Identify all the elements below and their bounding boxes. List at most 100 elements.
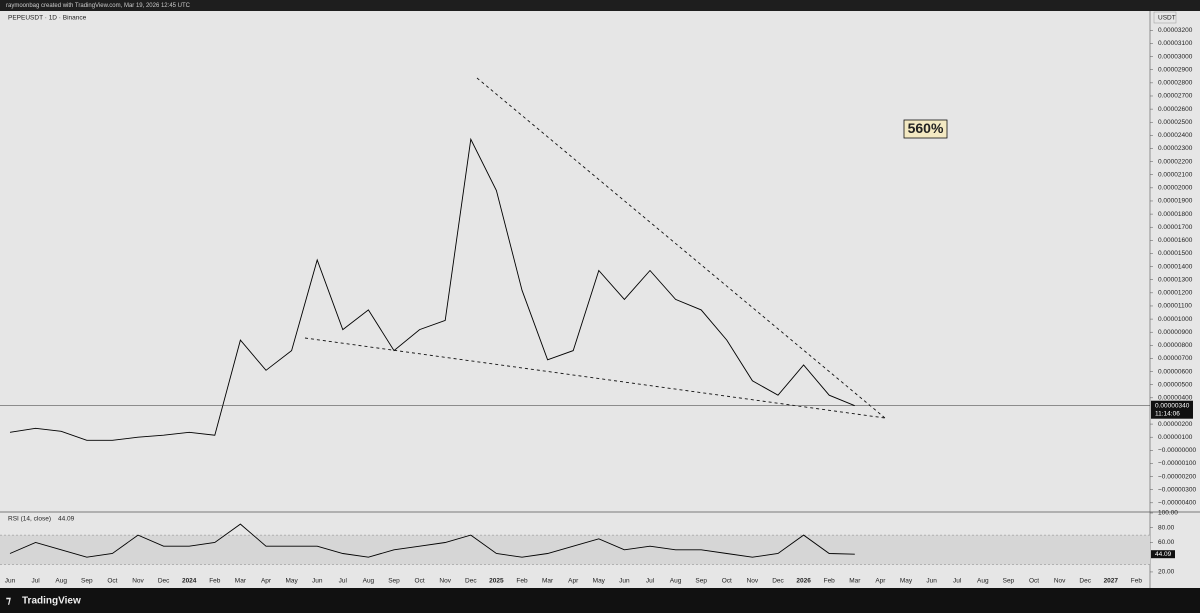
x-tick-label: May [285, 578, 298, 585]
x-tick-label: Nov [439, 578, 451, 585]
x-tick-label: Sep [388, 578, 400, 585]
y-tick-label: 0.00001100 [1158, 303, 1192, 310]
x-tick-label: Feb [516, 578, 528, 585]
y-tick-label: −0.00000300 [1158, 486, 1197, 493]
x-tick-label: 2026 [796, 578, 811, 585]
x-tick-label: Nov [132, 578, 144, 585]
x-tick-label: Jul [953, 578, 962, 585]
y-tick-label: 0.00002500 [1158, 119, 1193, 126]
x-tick-label: Apr [261, 578, 272, 585]
x-tick-label: Aug [977, 578, 989, 585]
y-tick-label: 0.00001000 [1158, 316, 1193, 323]
countdown: 11:14:06 [1155, 410, 1180, 417]
currency-box [1153, 11, 1177, 24]
y-tick-label: 0.00001800 [1158, 211, 1193, 218]
x-tick-label: Jul [31, 578, 40, 585]
rsi-value-badge [1151, 550, 1175, 559]
x-tick-label: May [900, 578, 913, 585]
x-tick-label: Dec [465, 578, 477, 585]
x-tick-label: Jul [646, 578, 655, 585]
x-tick-label: Oct [1029, 578, 1039, 585]
x-tick-label: Jul [339, 578, 348, 585]
x-tick-label: Dec [1079, 578, 1091, 585]
y-tick-label: 0.00002000 [1158, 185, 1193, 192]
x-tick-label: Jun [926, 578, 937, 585]
y-tick-label: 80.00 [1158, 524, 1175, 531]
x-tick-label: Jun [5, 578, 16, 585]
x-tick-label: May [593, 578, 606, 585]
y-tick-label: 0.00001400 [1158, 263, 1193, 270]
y-tick-label: 20.00 [1158, 569, 1175, 576]
attribution: raymoonbag created with TradingView.com,… [6, 3, 191, 9]
series-line [9, 523, 855, 558]
last-price-badge [1151, 400, 1193, 419]
x-tick-label: Mar [849, 578, 861, 585]
x-tick-label: Mar [542, 578, 554, 585]
x-tick-label: Feb [1131, 578, 1143, 585]
footer [0, 588, 1200, 613]
y-tick-label: 0.00001500 [1158, 250, 1193, 257]
y-tick-label: 100.00 [1158, 510, 1178, 517]
currency: USDT [1158, 15, 1176, 22]
y-tick-label: 0.00002600 [1158, 106, 1193, 113]
y-tick-label: 0.00000400 [1158, 395, 1193, 402]
y-tick-label: 0.00002700 [1158, 93, 1193, 100]
y-tick-label: 0.00000600 [1158, 368, 1193, 375]
y-tick-label: 0.00000700 [1158, 355, 1193, 362]
x-tick-label: Sep [695, 578, 707, 585]
brand: TradingView [22, 596, 81, 607]
series-line [9, 137, 855, 441]
x-tick-label: Feb [824, 578, 836, 585]
y-tick-label: 0.00003000 [1158, 53, 1193, 60]
x-tick-label: 2027 [1104, 578, 1119, 585]
annotation: 560% [908, 120, 944, 136]
y-tick-label: 0.00000100 [1158, 434, 1193, 441]
y-tick-label: 0.00003200 [1158, 27, 1193, 34]
x-tick-label: Sep [1003, 578, 1015, 585]
y-tick-label: 0.00001900 [1158, 198, 1193, 205]
y-tick-label: −0.00000200 [1158, 473, 1197, 480]
x-tick-label: Jun [619, 578, 630, 585]
lower-trendline [304, 337, 886, 419]
y-tick-label: 0.00002800 [1158, 80, 1193, 87]
y-tick-label: 0.00001200 [1158, 290, 1193, 297]
y-tick-label: 0.00000500 [1158, 381, 1193, 388]
x-tick-label: Dec [772, 578, 784, 585]
y-tick-label: 0.00002100 [1158, 171, 1193, 178]
y-tick-label: 60.00 [1158, 539, 1175, 546]
y-tick-label: 0.00000200 [1158, 421, 1193, 428]
x-tick-label: Oct [415, 578, 425, 585]
x-tick-label: Sep [81, 578, 93, 585]
x-tick-label: 2025 [489, 578, 504, 585]
rsi-value-label: 44.09 [1155, 551, 1172, 558]
annotation-box [903, 119, 948, 139]
y-tick-label: 0.00001300 [1158, 276, 1193, 283]
y-tick-label: −0.00000400 [1158, 500, 1197, 507]
x-tick-label: Aug [670, 578, 682, 585]
top-bar [0, 0, 1200, 11]
x-tick-label: Nov [747, 578, 759, 585]
y-tick-label: −0.00000100 [1158, 460, 1197, 467]
y-tick-label: 0.00002900 [1158, 66, 1193, 73]
y-tick-label: 0.00002400 [1158, 132, 1193, 139]
x-tick-label: 2024 [182, 578, 197, 585]
x-tick-label: Apr [568, 578, 579, 585]
x-tick-label: Apr [875, 578, 886, 585]
x-tick-label: Oct [722, 578, 732, 585]
y-tick-label: 0.00001600 [1158, 237, 1193, 244]
rsi-value: 44.09 [58, 516, 75, 523]
x-tick-label: Aug [55, 578, 67, 585]
brand-logo: ⁊ [6, 596, 11, 607]
x-tick-label: Aug [363, 578, 375, 585]
y-tick-label: 0.00002300 [1158, 145, 1193, 152]
rsi-title: RSI (14, close) [8, 516, 51, 523]
x-tick-label: Jun [312, 578, 323, 585]
y-tick-label: 0.00002200 [1158, 158, 1193, 165]
y-tick-label: −0.00000000 [1158, 447, 1197, 454]
x-tick-label: Dec [158, 578, 170, 585]
upper-trendline [476, 77, 886, 419]
x-tick-label: Feb [209, 578, 221, 585]
rsi-band [0, 535, 1150, 565]
